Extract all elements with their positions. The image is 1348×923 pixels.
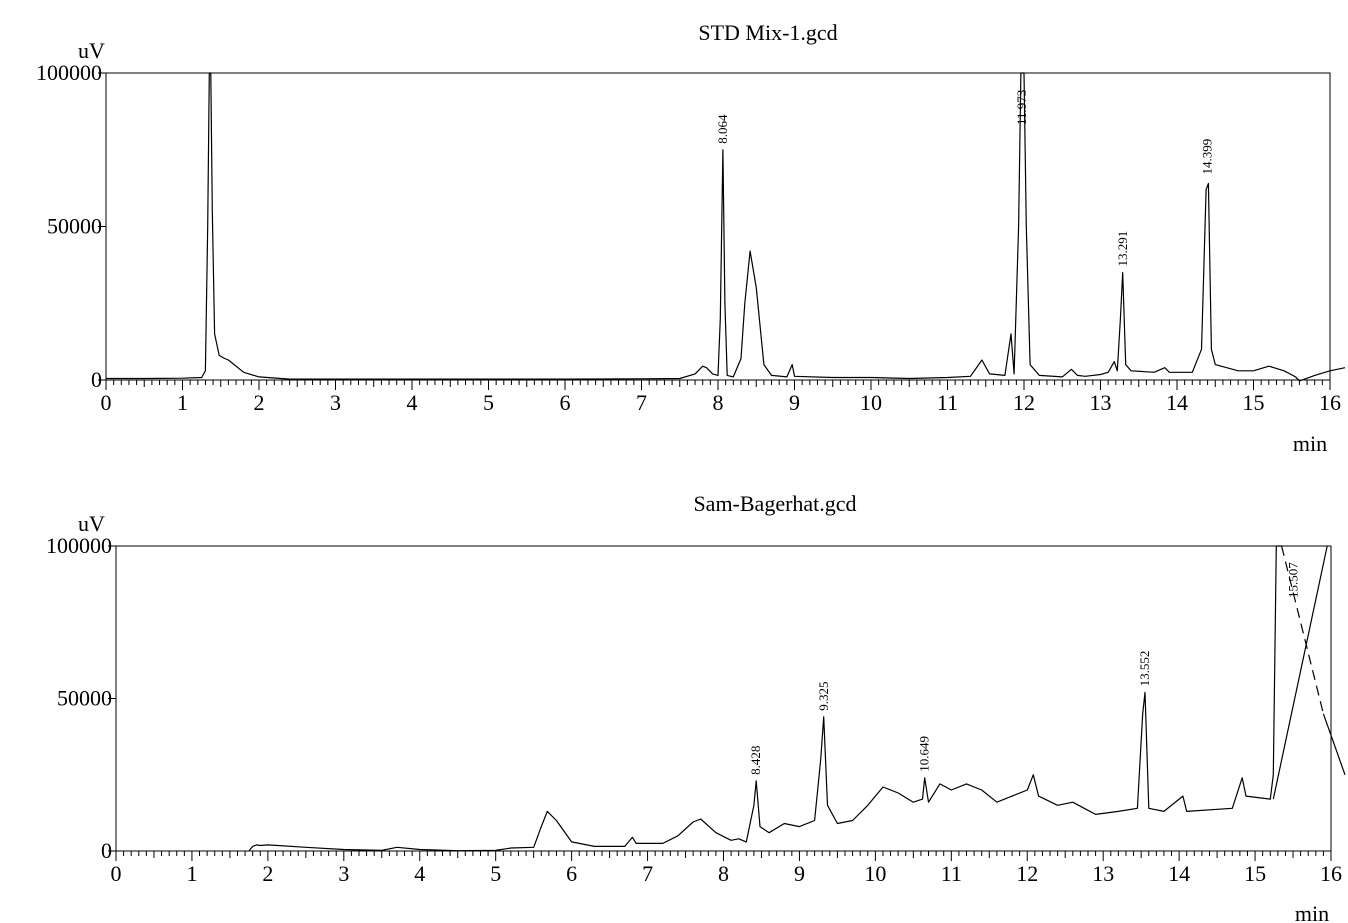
x-tick-label: 12 [1013,390,1035,415]
x-tick-label: 5 [483,390,494,415]
x-tick-label: 9 [794,861,805,886]
x-tick-label: 9 [789,390,800,415]
peak-label: 13.291 [1115,231,1130,267]
x-tick-label: 2 [262,861,273,886]
chart-title: STD Mix-1.gcd [698,20,837,45]
x-unit-label: min [1295,901,1329,923]
x-tick-label: 5 [490,861,501,886]
x-tick-label: 1 [186,861,197,886]
signal-trace [106,72,1346,382]
x-tick-label: 3 [330,390,341,415]
signal-traces [248,545,1346,852]
x-tick-label: 6 [560,390,571,415]
y-unit-label: uV [78,511,105,536]
x-tick-label: 11 [937,390,958,415]
peak-label: 13.552 [1137,651,1152,687]
peak-labels: 8.064 11.973 13.291 14.399 [715,90,1215,267]
y-tick-label: 0 [91,367,102,392]
peak-label: 10.649 [917,736,932,772]
x-tick-label: 2 [254,390,265,415]
peak-label: 11.973 [1014,90,1029,125]
y-unit-label: uV [78,38,105,63]
y-tick-label: 50000 [57,686,112,711]
chart-title: Sam-Bagerhat.gcd [693,491,856,516]
x-tick-label: 14 [1168,861,1190,886]
peak-labels: 8.428 9.325 10.649 13.552 15.507 [748,562,1301,775]
x-tick-label: 11 [941,861,962,886]
signal-trace [1281,545,1324,714]
x-tick-labels: 0 1 2 3 4 5 6 7 8 9 10 11 12 13 14 15 16 [101,390,1342,415]
y-tick-labels: 0 50000 100000 [46,533,112,863]
x-tick-label: 1 [177,390,188,415]
x-tick-label: 15 [1243,390,1265,415]
x-ticks [98,72,1331,390]
x-tick-label: 3 [338,861,349,886]
x-tick-label: 14 [1166,390,1188,415]
y-tick-label: 0 [101,838,112,863]
x-tick-label: 16 [1319,390,1341,415]
chart-std-mix: STD Mix-1.gcd uV min 0 1 2 3 4 5 6 7 8 9 10 11 12 13 1… [36,20,1346,456]
x-tick-label: 4 [414,861,425,886]
x-tick-label: 0 [101,390,112,415]
signal-trace [1272,545,1328,800]
x-tick-label: 0 [111,861,122,886]
x-tick-label: 8 [718,861,729,886]
peak-label: 14.399 [1200,139,1215,175]
x-tick-label: 10 [860,390,882,415]
y-tick-label: 100000 [36,60,102,85]
x-tick-label: 15 [1244,861,1266,886]
x-tick-label: 6 [566,861,577,886]
y-tick-label: 100000 [46,533,112,558]
x-tick-label: 8 [713,390,724,415]
x-tick-label: 16 [1320,861,1342,886]
x-tick-label: 13 [1090,390,1112,415]
x-tick-label: 13 [1092,861,1114,886]
x-tick-label: 12 [1016,861,1038,886]
x-tick-label: 7 [642,861,653,886]
chart-sam-bagerhat: Sam-Bagerhat.gcd uV min 0 1 2 3 4 5 6 7 8 9 10 11 12… [46,491,1346,923]
peak-label: 9.325 [816,682,831,711]
y-tick-label: 50000 [47,214,102,239]
signal-trace [248,545,1282,852]
peak-label: 15.507 [1286,562,1301,598]
x-tick-label: 7 [636,390,647,415]
peak-label: 8.064 [715,114,730,144]
signal-traces [106,72,1346,382]
x-tick-label: 10 [864,861,886,886]
x-ticks [108,545,1332,861]
peak-label: 8.428 [748,746,763,775]
x-tick-labels: 0 1 2 3 4 5 6 7 8 9 10 11 12 13 14 15 16 [111,861,1343,886]
signal-trace [1322,713,1346,776]
y-tick-labels: 0 50000 100000 [36,60,102,392]
x-tick-label: 4 [407,390,418,415]
x-unit-label: min [1293,431,1327,456]
